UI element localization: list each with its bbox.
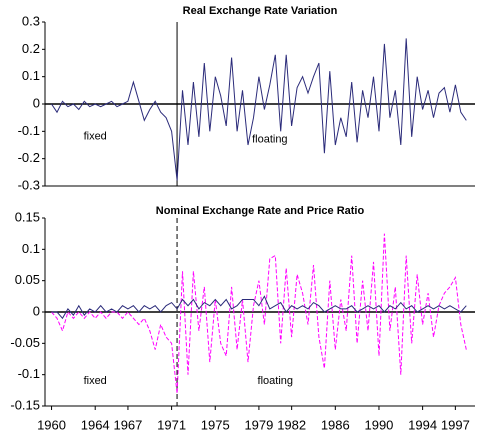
x-tick-label: 1994 bbox=[408, 417, 437, 432]
y-tick-label: -0.15 bbox=[10, 397, 40, 412]
x-tick-label: 1990 bbox=[364, 417, 393, 432]
x-tick-label: 1967 bbox=[113, 417, 142, 432]
chart-title: Real Exchange Rate Variation bbox=[183, 5, 338, 17]
x-tick-label: 1982 bbox=[277, 417, 306, 432]
x-tick-label: 1975 bbox=[201, 417, 230, 432]
y-tick-label: 0 bbox=[33, 95, 40, 110]
y-tick-label: 0.15 bbox=[15, 209, 40, 224]
y-tick-label: 0.3 bbox=[22, 13, 40, 28]
series-line bbox=[51, 233, 467, 394]
annotation: fixed bbox=[84, 131, 107, 143]
y-tick-label: 0.1 bbox=[22, 241, 40, 256]
x-tick-label: 1964 bbox=[81, 417, 110, 432]
series-line bbox=[51, 38, 467, 181]
y-tick-label: 0.2 bbox=[22, 41, 40, 56]
x-tick-label: 1986 bbox=[321, 417, 350, 432]
y-tick-label: -0.1 bbox=[18, 366, 40, 381]
chart-title: Nominal Exchange Rate and Price Ratio bbox=[156, 205, 365, 217]
y-tick-label: -0.3 bbox=[18, 177, 40, 192]
y-tick-label: 0.1 bbox=[22, 68, 40, 83]
annotation: fixed bbox=[84, 375, 107, 387]
x-tick-label: 1971 bbox=[157, 417, 186, 432]
y-tick-label: -0.2 bbox=[18, 150, 40, 165]
y-tick-label: 0 bbox=[33, 303, 40, 318]
series-line bbox=[51, 295, 467, 320]
annotation: floating bbox=[258, 375, 293, 387]
annotation: floating bbox=[252, 133, 287, 145]
x-tick-label: 1979 bbox=[244, 417, 273, 432]
y-tick-label: 0.05 bbox=[15, 272, 40, 287]
x-tick-label: 1997 bbox=[441, 417, 470, 432]
x-tick-label: 1960 bbox=[37, 417, 66, 432]
y-tick-label: -0.1 bbox=[18, 123, 40, 138]
y-tick-label: -0.05 bbox=[10, 335, 40, 350]
